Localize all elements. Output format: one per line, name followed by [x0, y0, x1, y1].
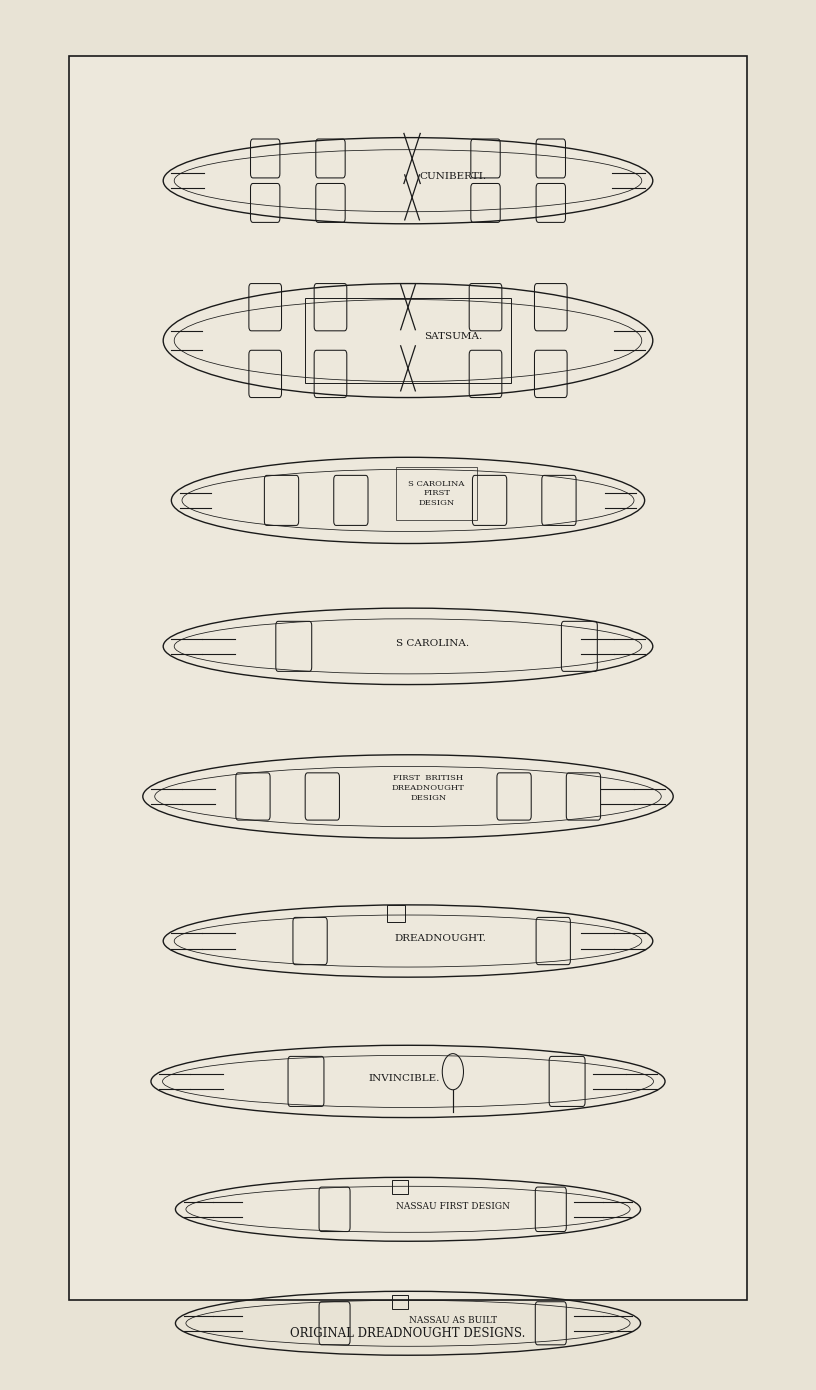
Bar [69, 56, 747, 1300]
Bar [392, 1295, 408, 1309]
Text: SATSUMA.: SATSUMA. [424, 332, 482, 341]
Text: ORIGINAL DREADNOUGHT DESIGNS.: ORIGINAL DREADNOUGHT DESIGNS. [290, 1326, 526, 1340]
Text: S CAROLINA
FIRST
DESIGN: S CAROLINA FIRST DESIGN [408, 480, 465, 507]
Text: FIRST  BRITISH
DREADNOUGHT
DESIGN: FIRST BRITISH DREADNOUGHT DESIGN [392, 774, 465, 802]
Text: DREADNOUGHT.: DREADNOUGHT. [395, 934, 486, 942]
Text: S CAROLINA.: S CAROLINA. [396, 639, 469, 648]
Bar [392, 1180, 408, 1194]
Text: CUNIBERTI.: CUNIBERTI. [419, 172, 486, 181]
Text: NASSAU AS BUILT: NASSAU AS BUILT [409, 1316, 497, 1325]
Text: INVINCIBLE.: INVINCIBLE. [368, 1074, 440, 1083]
Bar [387, 905, 405, 922]
Text: NASSAU FIRST DESIGN: NASSAU FIRST DESIGN [396, 1202, 510, 1211]
Bar [305, 297, 511, 384]
